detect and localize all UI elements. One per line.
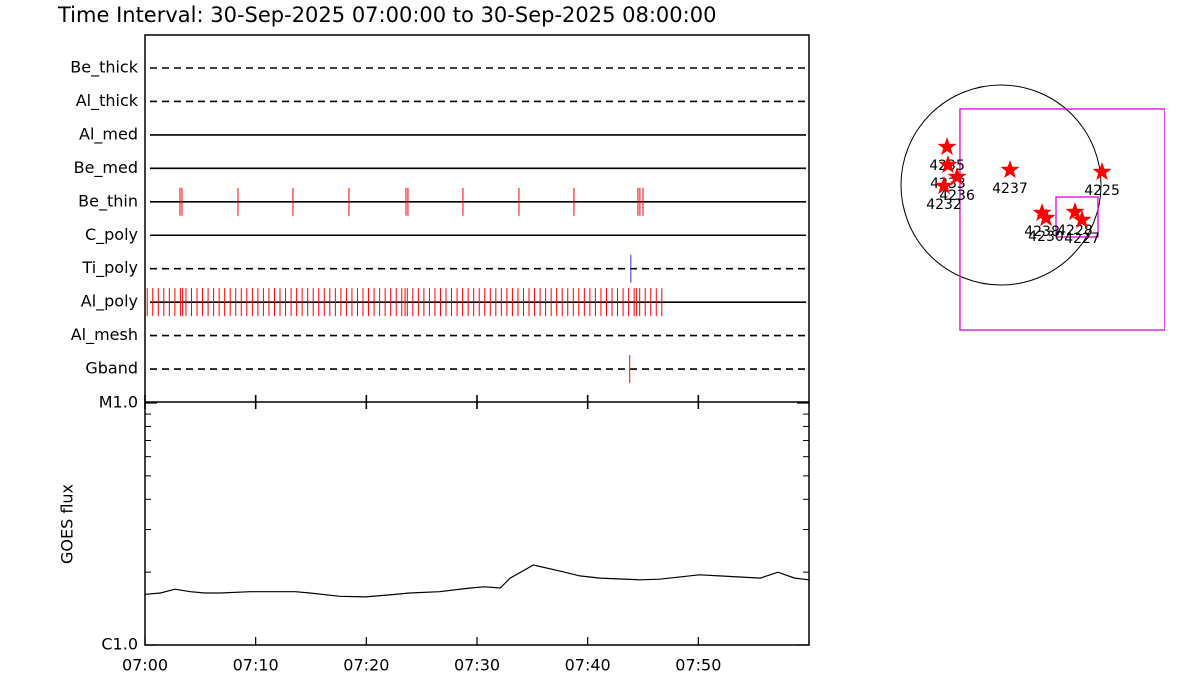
x-tick-label: 07:10 [233,656,279,675]
plot-frame [144,34,810,646]
fov-box [959,108,1165,331]
y-tick-label: M1.0 [99,393,138,412]
row-label: Al_med [79,124,138,144]
row-label: Gband [85,359,138,378]
active-region-star [938,155,958,174]
active-region-star [934,176,954,195]
active-region-label: 4237 [992,181,1028,197]
fov-box [1055,196,1099,238]
active-region-label: 4227 [1064,231,1100,247]
y-axis-label: GOES flux [58,484,77,564]
row-label: Be_med [74,158,138,178]
active-region-star [947,167,967,186]
row-label: Be_thick [70,58,138,78]
solar-disk [900,84,1102,286]
row-label: Al_mesh [71,325,138,345]
row-label: Al_poly [81,292,138,312]
row-label: Ti_poly [81,258,138,278]
x-tick-label: 07:00 [122,656,168,675]
row-label: Be_thin [78,191,138,211]
row-label: Al_thick [76,91,139,111]
x-tick-label: 07:30 [454,656,500,675]
active-region-label: 4225 [1084,183,1120,199]
active-region-star [937,137,957,156]
title: Time Interval: 30-Sep-2025 07:00:00 to 3… [57,3,716,27]
active-region-star [1032,203,1052,222]
active-region-label: 4232 [926,197,962,213]
row-label: C_poly [85,225,138,245]
active-region-star [1092,162,1112,181]
active-region-star [1065,202,1085,221]
x-tick-label: 07:20 [343,656,389,675]
y-tick-label: C1.0 [101,635,138,654]
x-tick-label: 07:40 [565,656,611,675]
x-tick-label: 07:50 [675,656,721,675]
active-region-label: 4230 [1028,229,1064,245]
active-region-star [1036,208,1056,227]
active-region-label: 4228 [1057,223,1093,239]
active-region-star [1000,160,1020,179]
goes-curve [144,564,810,598]
active-region-label: 4238 [1024,224,1060,240]
sun-map: 4235423342364232423742254238423042284227 [900,84,1165,331]
active-region-star [1072,210,1092,229]
